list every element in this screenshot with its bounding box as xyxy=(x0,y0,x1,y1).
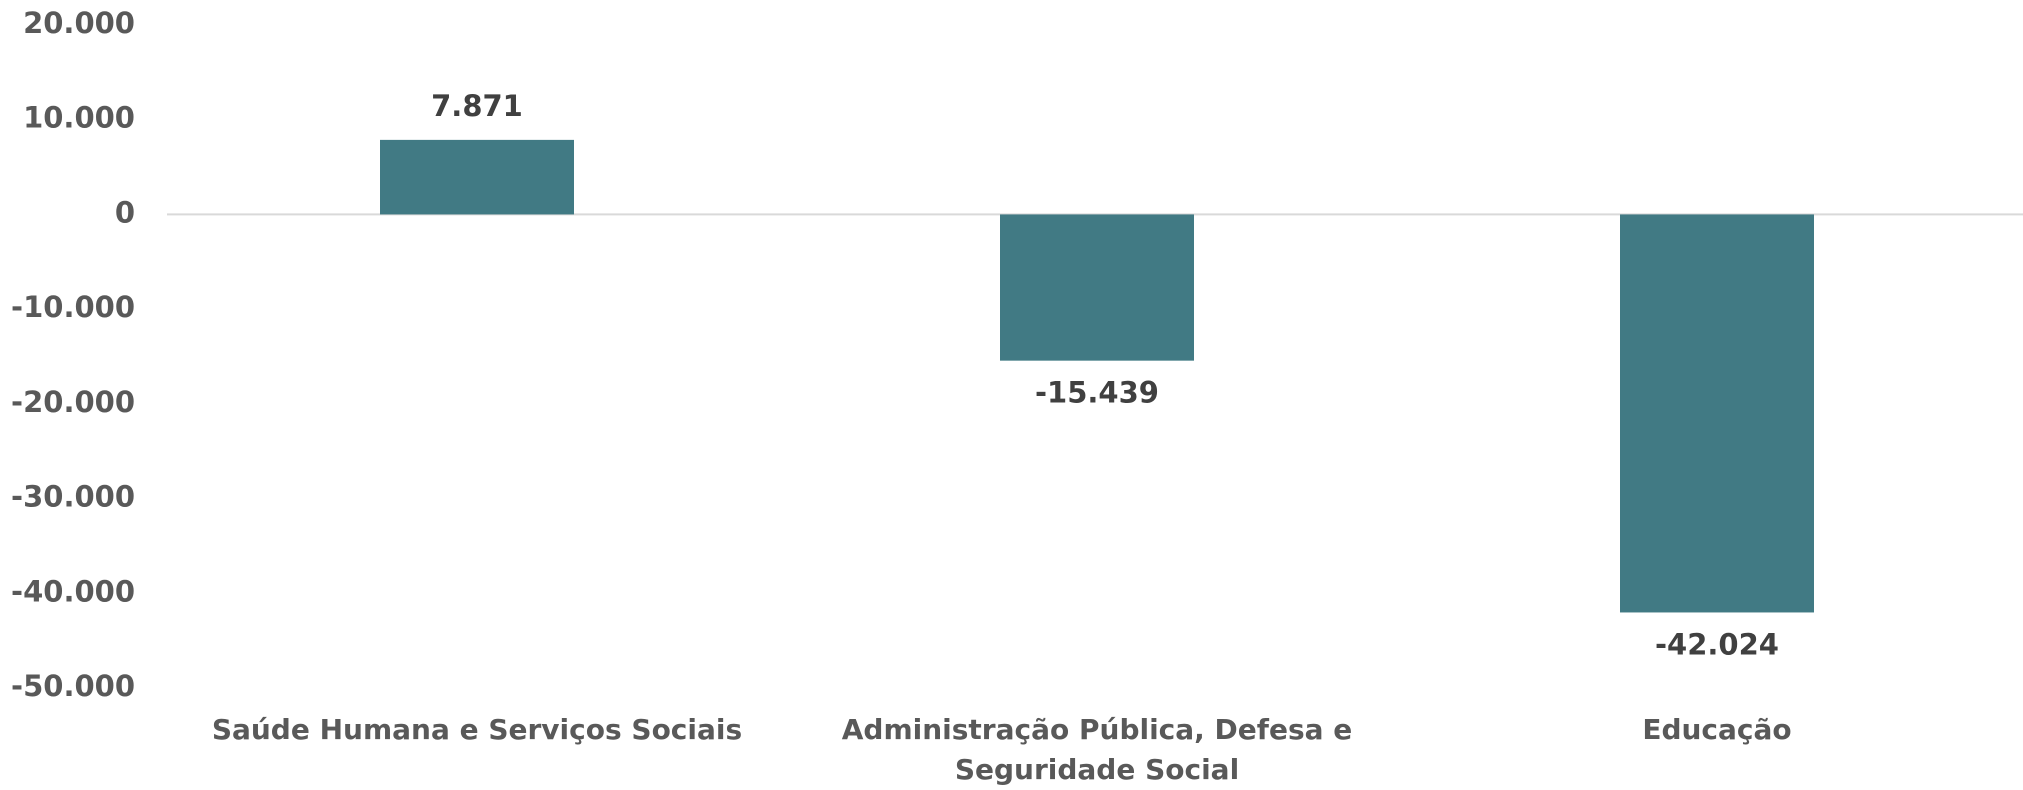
value-label: 7.871 xyxy=(431,89,523,123)
y-tick-label: -40.000 xyxy=(11,574,135,608)
y-tick-label: 10.000 xyxy=(23,101,135,135)
bar xyxy=(380,139,574,215)
value-label: -15.439 xyxy=(1035,376,1159,410)
y-tick-label: -30.000 xyxy=(11,480,135,514)
y-tick-label: -10.000 xyxy=(11,290,135,324)
y-tick-label: 20.000 xyxy=(23,6,135,40)
y-tick-label: 0 xyxy=(115,195,135,229)
x-tick-label: Saúde Humana e Serviços Sociais xyxy=(211,713,743,746)
y-tick-label: -20.000 xyxy=(11,385,135,419)
x-tick-label: Educação xyxy=(1642,713,1792,746)
value-label: -42.024 xyxy=(1655,627,1779,661)
bar xyxy=(1000,214,1194,361)
x-tick-label: Administração Pública, Defesa e Segurida… xyxy=(841,713,1353,786)
bar xyxy=(1620,214,1814,613)
y-tick-label: -50.000 xyxy=(11,669,135,703)
